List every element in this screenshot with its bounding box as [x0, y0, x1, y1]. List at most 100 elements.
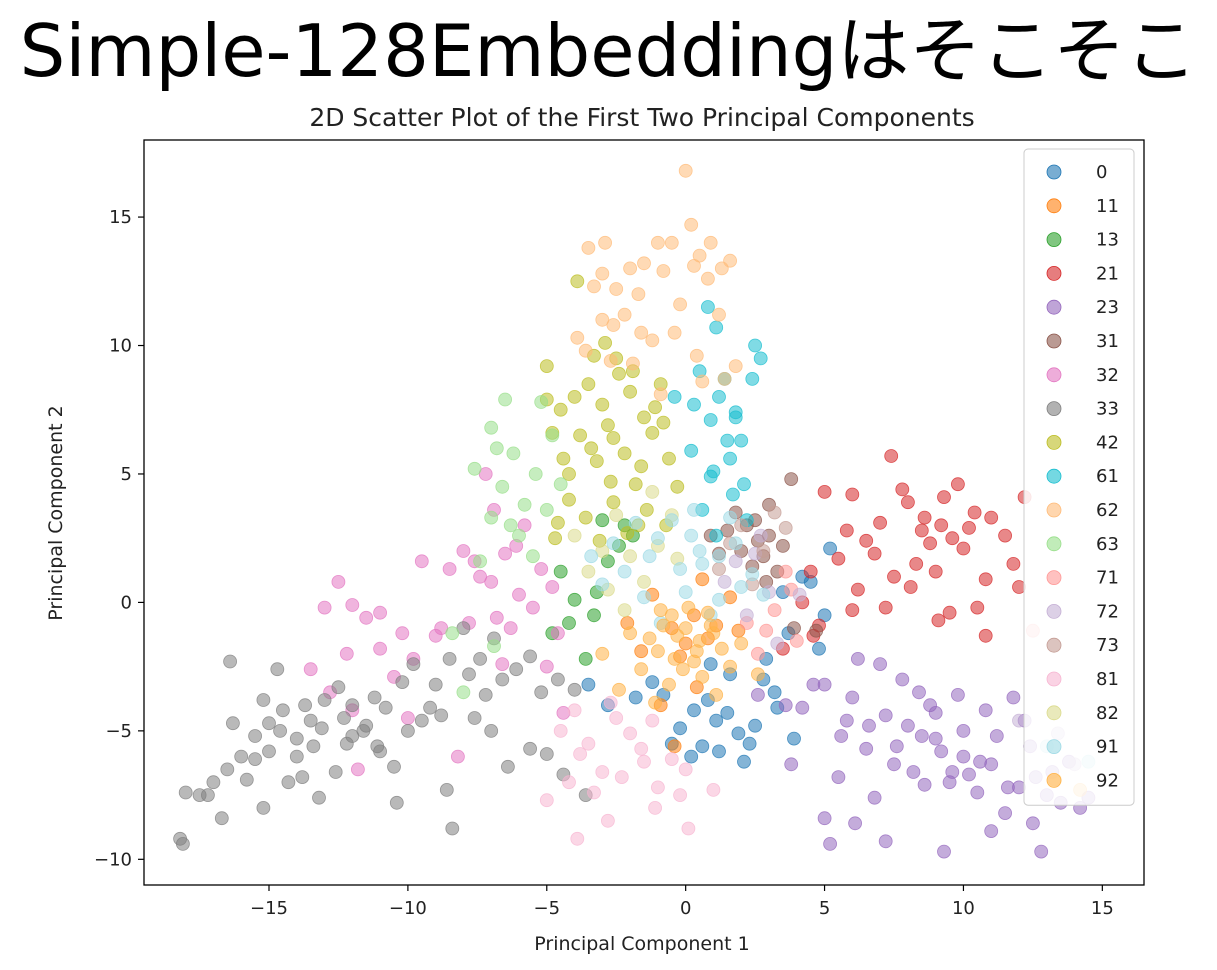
point-0-16	[695, 739, 710, 754]
point-33-58	[551, 672, 565, 687]
point-21-37	[937, 490, 951, 505]
point-82-4	[595, 544, 610, 558]
point-63-11	[445, 626, 460, 641]
point-32-2	[395, 626, 410, 641]
point-72-5	[717, 575, 732, 589]
point-21-21	[831, 551, 846, 566]
point-21-2	[873, 515, 887, 530]
point-32-28	[495, 657, 510, 671]
series-42	[539, 274, 685, 548]
point-33-0	[178, 785, 193, 800]
legend: 0 11 13 21 23 31 32 33 42 61 62 63 71 72 73 81 82 91 92	[1023, 148, 1135, 806]
point-23-32	[795, 700, 810, 715]
point-33-60	[467, 711, 482, 725]
point-33-63	[523, 741, 537, 756]
point-62-34	[689, 348, 704, 363]
point-73-1	[756, 544, 771, 558]
point-63-5	[495, 479, 510, 494]
point-81-1	[609, 711, 624, 725]
point-82-2	[609, 508, 624, 522]
point-62-16	[631, 287, 646, 302]
point-62-31	[653, 387, 668, 402]
point-33-8	[289, 731, 304, 746]
point-81-19	[664, 752, 679, 766]
legend-marker-72	[1046, 604, 1062, 619]
point-23-23	[989, 729, 1004, 743]
point-91-5	[617, 564, 632, 579]
x-tick-label-2: −5	[534, 898, 561, 919]
point-23-11	[887, 757, 901, 772]
point-33-25	[281, 775, 296, 790]
point-62-27	[603, 353, 618, 368]
point-62-15	[606, 318, 621, 332]
point-62-8	[645, 333, 660, 348]
legend-label-63: 63	[1096, 534, 1119, 555]
point-33-72	[314, 721, 329, 736]
point-21-0	[817, 484, 832, 499]
point-32-30	[350, 762, 365, 777]
point-21-30	[917, 510, 932, 525]
point-92-4	[651, 644, 665, 659]
point-23-22	[962, 767, 976, 782]
point-33-24	[256, 801, 271, 815]
point-42-11	[589, 454, 604, 469]
point-63-13	[539, 502, 554, 517]
point-23-20	[906, 765, 921, 779]
point-62-22	[598, 235, 612, 250]
point-61-20	[667, 389, 682, 404]
legend-marker-21	[1046, 265, 1062, 281]
point-92-13	[695, 670, 710, 684]
point-92-27	[595, 646, 610, 661]
point-21-4	[934, 518, 949, 533]
point-21-27	[962, 521, 976, 535]
point-81-10	[573, 747, 587, 761]
point-31-3	[784, 472, 799, 487]
series-33	[173, 621, 593, 851]
point-31-17	[809, 623, 824, 638]
point-92-16	[634, 662, 649, 677]
point-23-50	[806, 677, 821, 692]
point-32-7	[498, 546, 513, 561]
point-71-3	[778, 564, 793, 579]
point-63-6	[517, 497, 532, 512]
axis-ticks: −15 −10 −5 0 5 10 15 −10 −5 0 5 10 15	[94, 207, 1114, 919]
point-33-70	[262, 744, 276, 759]
point-33-4	[234, 749, 249, 764]
point-91-21	[684, 528, 699, 543]
point-13-4	[553, 564, 568, 579]
point-63-17	[487, 639, 501, 653]
point-23-30	[851, 652, 865, 666]
legend-marker-0	[1046, 164, 1062, 180]
point-21-20	[970, 600, 985, 615]
point-32-27	[551, 626, 565, 641]
legend-label-61: 61	[1096, 466, 1119, 487]
point-61-5	[720, 433, 735, 448]
point-0-3	[787, 731, 801, 746]
point-21-26	[945, 531, 960, 546]
point-42-10	[645, 425, 660, 440]
point-91-17	[695, 557, 710, 571]
point-92-28	[751, 667, 765, 682]
point-61-9	[709, 320, 724, 335]
legend-marker-73	[1046, 637, 1062, 653]
series-91	[584, 502, 1096, 769]
point-21-9	[859, 533, 874, 548]
point-92-24	[653, 603, 668, 617]
slide-title: Simple-128Embeddingはそこそこ	[19, 9, 1198, 93]
point-62-6	[581, 240, 596, 255]
legend-marker-63	[1046, 536, 1062, 552]
point-82-6	[617, 603, 632, 617]
point-23-49	[834, 729, 849, 743]
points-layer	[173, 163, 1096, 859]
point-33-68	[473, 652, 488, 666]
legend-label-13: 13	[1096, 230, 1119, 251]
legend-marker-23	[1046, 299, 1062, 315]
point-81-22	[706, 783, 721, 797]
point-91-2	[712, 549, 726, 564]
point-23-33	[784, 757, 799, 772]
point-62-21	[623, 261, 637, 276]
point-61-14	[703, 413, 718, 427]
point-0-25	[823, 541, 837, 556]
point-81-12	[614, 770, 629, 784]
